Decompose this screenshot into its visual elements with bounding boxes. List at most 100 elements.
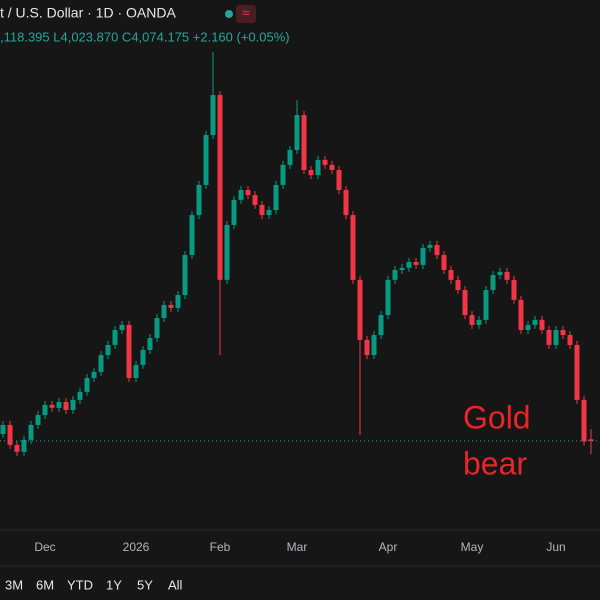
- candle-body: [56, 402, 62, 408]
- candle-body: [119, 324, 125, 330]
- candle-body: [322, 159, 328, 165]
- annotation: Gold: [463, 399, 531, 435]
- x-tick-label: Mar: [287, 540, 308, 554]
- candle-body: [273, 184, 279, 210]
- candle-body: [378, 315, 384, 336]
- candle-body: [441, 255, 447, 270]
- range-button[interactable]: All: [168, 577, 183, 592]
- candle-body: [98, 355, 104, 372]
- candle-body: [210, 95, 216, 136]
- candle-body: [42, 404, 48, 416]
- candle-body: [490, 275, 496, 290]
- candle-body: [224, 224, 230, 280]
- candle-body: [413, 262, 419, 265]
- x-tick-label: 2026: [123, 540, 150, 554]
- candle-body: [238, 190, 244, 200]
- candle-body: [77, 391, 83, 400]
- candle-body: [140, 350, 146, 365]
- candle-body: [14, 444, 20, 452]
- candle-body: [574, 344, 580, 400]
- candle-body: [70, 399, 76, 410]
- candle-body: [28, 424, 34, 440]
- range-button[interactable]: 3M: [5, 577, 23, 592]
- candle-body: [420, 247, 426, 265]
- candle-body: [154, 318, 160, 338]
- x-tick-label: Apr: [379, 540, 398, 554]
- candle-body: [112, 330, 118, 345]
- status-icon: ≈: [242, 5, 250, 21]
- candle-body: [217, 95, 223, 280]
- candle-body: [21, 439, 27, 452]
- candle-body: [0, 424, 6, 434]
- candle-body: [434, 244, 440, 256]
- x-tick-label: Jun: [546, 540, 565, 554]
- annotation: bear: [463, 445, 527, 481]
- candle-body: [343, 190, 349, 216]
- candle-body: [161, 304, 167, 318]
- candle-body: [364, 339, 370, 356]
- status-dot: [225, 10, 233, 18]
- x-tick-label: Dec: [34, 540, 55, 554]
- candle-body: [91, 371, 97, 378]
- candle-body: [504, 271, 510, 280]
- candle-body: [126, 324, 132, 378]
- candle-body: [315, 159, 321, 176]
- candle-body: [245, 190, 251, 196]
- candle-body: [350, 215, 356, 280]
- status-badge: [236, 5, 256, 23]
- x-tick-label: May: [461, 540, 484, 554]
- candle-body: [147, 338, 153, 350]
- candle-body: [203, 135, 209, 185]
- candle-body: [287, 150, 293, 165]
- candle-body: [427, 244, 433, 248]
- candle-body: [266, 210, 272, 216]
- candle-body: [175, 295, 181, 308]
- candle-body: [385, 279, 391, 316]
- candle-body: [399, 267, 405, 270]
- candle-body: [371, 335, 377, 356]
- candle-body: [294, 115, 300, 150]
- candle-body: [133, 364, 139, 378]
- candle-body: [553, 330, 559, 345]
- candle-body: [560, 330, 566, 336]
- candle-body: [231, 199, 237, 225]
- candle-body: [252, 195, 258, 205]
- candle-body: [455, 279, 461, 290]
- candle-body: [497, 271, 503, 276]
- candle-body: [392, 270, 398, 280]
- candle-body: [182, 255, 188, 296]
- candle-body: [581, 399, 587, 442]
- candle-body: [483, 290, 489, 320]
- range-button[interactable]: 6M: [36, 577, 54, 592]
- range-button[interactable]: 1Y: [106, 577, 122, 592]
- candle-body: [329, 164, 335, 170]
- candle-body: [588, 439, 594, 441]
- candle-body: [308, 170, 314, 176]
- candle-body: [448, 270, 454, 280]
- x-tick-label: Feb: [210, 540, 231, 554]
- ohlc-legend: ,118.395 L4,023.870 C4,074.175 +2.160 (+…: [0, 29, 290, 44]
- candle-body: [105, 344, 111, 356]
- candle-body: [35, 415, 41, 425]
- candle-body: [532, 319, 538, 325]
- candle-body: [357, 279, 363, 340]
- candle-body: [525, 324, 531, 330]
- candle-body: [168, 304, 174, 308]
- candle-body: [511, 279, 517, 300]
- candle-body: [7, 424, 13, 445]
- candle-body: [189, 215, 195, 256]
- candle-body: [469, 315, 475, 325]
- range-button[interactable]: YTD: [67, 577, 93, 592]
- candle-body: [539, 319, 545, 330]
- candle-body: [476, 319, 482, 325]
- candle-body: [301, 115, 307, 170]
- chart-title: t / U.S. Dollar · 1D · OANDA: [0, 5, 176, 21]
- candle-body: [336, 170, 342, 190]
- candle-body: [63, 402, 69, 410]
- candle-body: [546, 330, 552, 345]
- range-button[interactable]: 5Y: [137, 577, 153, 592]
- candle-body: [518, 299, 524, 330]
